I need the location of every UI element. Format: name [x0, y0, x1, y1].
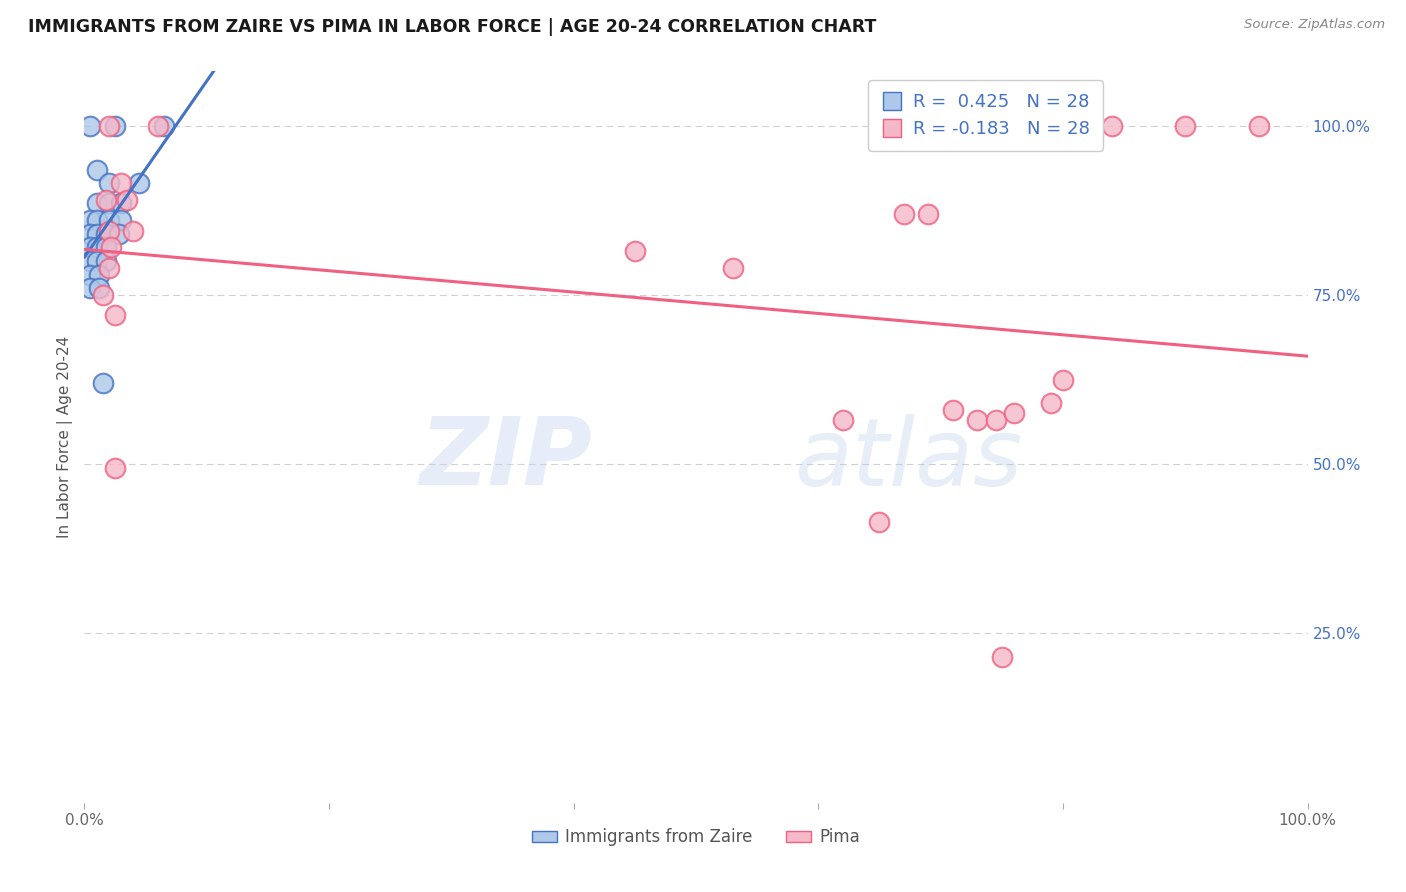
Legend: Immigrants from Zaire, Pima: Immigrants from Zaire, Pima	[526, 822, 866, 853]
Point	[104, 119, 127, 133]
Point	[146, 119, 169, 133]
Point	[624, 244, 647, 258]
Point	[91, 376, 114, 390]
Text: IMMIGRANTS FROM ZAIRE VS PIMA IN LABOR FORCE | AGE 20-24 CORRELATION CHART: IMMIGRANTS FROM ZAIRE VS PIMA IN LABOR F…	[28, 18, 876, 36]
Point	[79, 227, 101, 241]
Point	[79, 254, 101, 268]
Point	[96, 240, 118, 254]
Point	[79, 119, 101, 133]
Point	[97, 119, 120, 133]
Point	[91, 288, 114, 302]
Point	[104, 308, 127, 322]
Point	[97, 260, 120, 275]
Text: Source: ZipAtlas.com: Source: ZipAtlas.com	[1244, 18, 1385, 31]
Point	[86, 240, 108, 254]
Point	[97, 176, 120, 190]
Point	[79, 268, 101, 282]
Point	[79, 213, 101, 227]
Point	[128, 176, 150, 190]
Point	[1002, 406, 1025, 420]
Point	[115, 193, 138, 207]
Point	[110, 213, 132, 227]
Point	[869, 515, 891, 529]
Point	[110, 196, 132, 211]
Point	[96, 193, 118, 207]
Point	[97, 223, 120, 237]
Point	[97, 196, 120, 211]
Point	[86, 162, 108, 177]
Point	[79, 281, 101, 295]
Point	[1174, 119, 1197, 133]
Point	[97, 213, 120, 227]
Point	[86, 213, 108, 227]
Point	[104, 460, 127, 475]
Point	[966, 413, 988, 427]
Point	[86, 227, 108, 241]
Point	[107, 227, 129, 241]
Point	[893, 206, 915, 220]
Point	[100, 240, 122, 254]
Text: atlas: atlas	[794, 414, 1022, 505]
Point	[942, 403, 965, 417]
Point	[991, 650, 1014, 665]
Point	[96, 254, 118, 268]
Y-axis label: In Labor Force | Age 20-24: In Labor Force | Age 20-24	[58, 336, 73, 538]
Point	[122, 223, 145, 237]
Point	[86, 254, 108, 268]
Point	[831, 413, 853, 427]
Point	[984, 413, 1007, 427]
Point	[79, 240, 101, 254]
Point	[87, 268, 110, 282]
Text: ZIP: ZIP	[419, 413, 592, 505]
Point	[1247, 119, 1270, 133]
Point	[1101, 119, 1123, 133]
Point	[87, 281, 110, 295]
Point	[110, 176, 132, 190]
Point	[1039, 396, 1062, 410]
Point	[96, 227, 118, 241]
Point	[917, 206, 939, 220]
Point	[721, 260, 744, 275]
Point	[1052, 372, 1074, 386]
Point	[153, 119, 176, 133]
Point	[86, 196, 108, 211]
